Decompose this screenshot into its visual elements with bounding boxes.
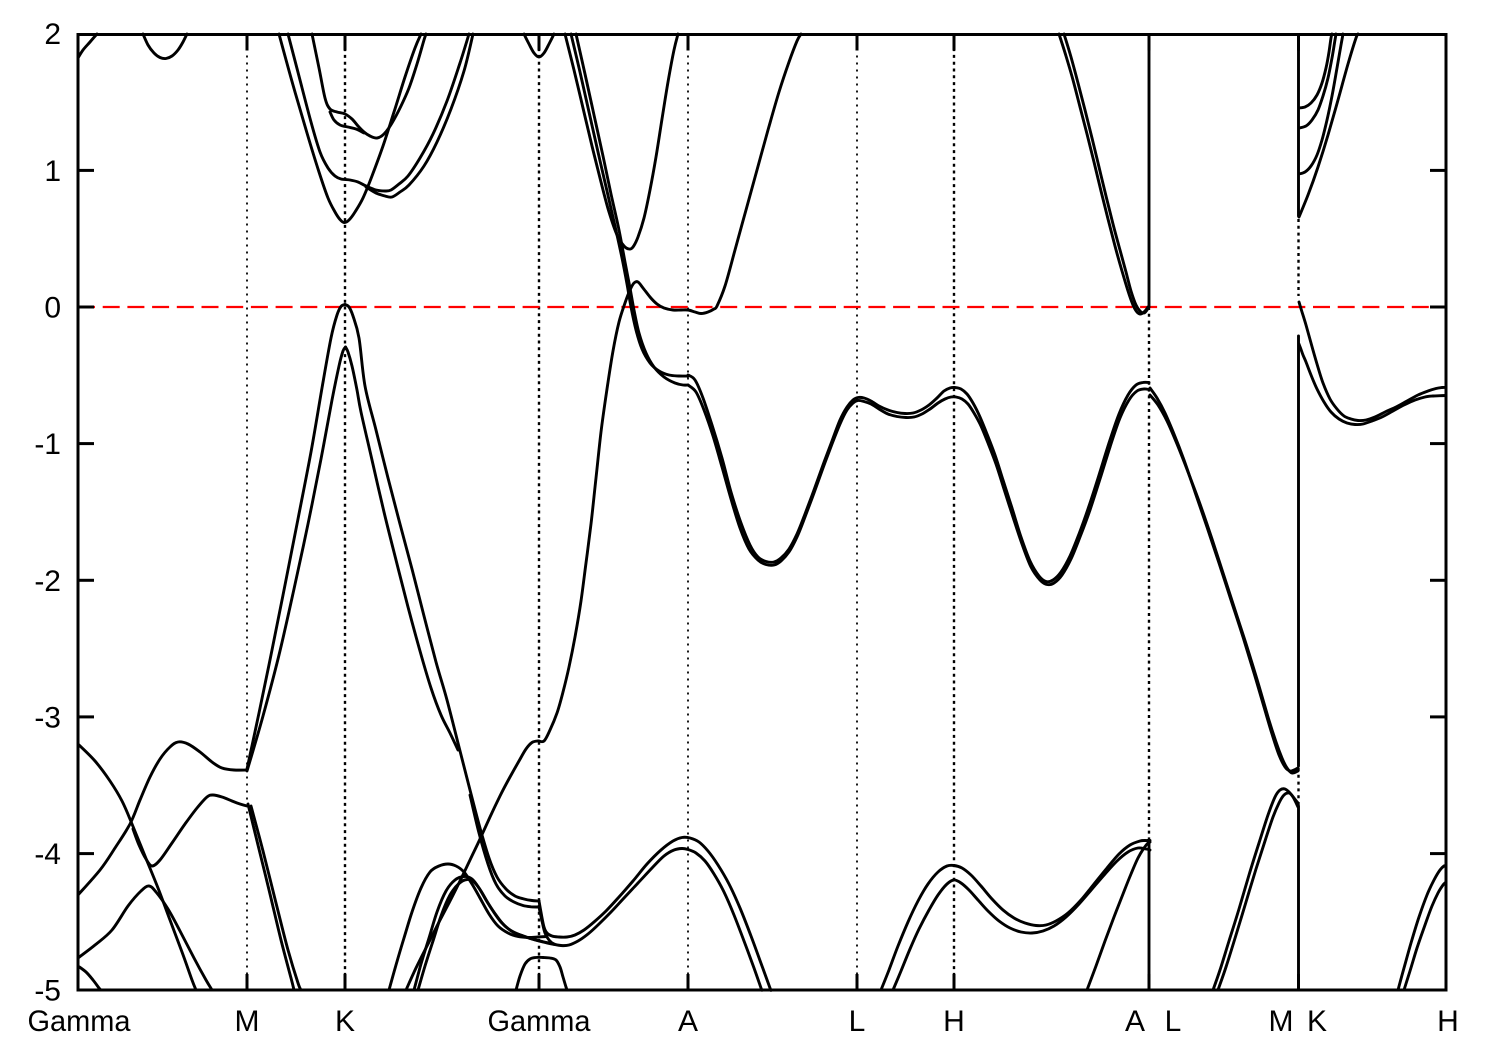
svg-text:L: L [1165,1005,1182,1038]
svg-text:A: A [678,1005,698,1038]
svg-text:-5: -5 [34,975,61,1008]
svg-text:Gamma: Gamma [28,1005,131,1038]
svg-text:M: M [1269,1005,1294,1038]
svg-text:0: 0 [44,292,61,325]
svg-text:H: H [1437,1005,1459,1038]
svg-text:K: K [1307,1005,1327,1038]
svg-text:-1: -1 [34,428,61,461]
svg-text:H: H [943,1005,965,1038]
svg-text:K: K [335,1005,355,1038]
svg-text:Gamma: Gamma [488,1005,591,1038]
svg-text:-4: -4 [34,838,61,871]
svg-text:-2: -2 [34,565,61,598]
svg-text:A: A [1125,1005,1145,1038]
svg-text:L: L [849,1005,866,1038]
svg-text:M: M [235,1005,260,1038]
svg-text:2: 2 [44,18,61,51]
svg-text:-3: -3 [34,701,61,734]
svg-text:1: 1 [44,155,61,188]
